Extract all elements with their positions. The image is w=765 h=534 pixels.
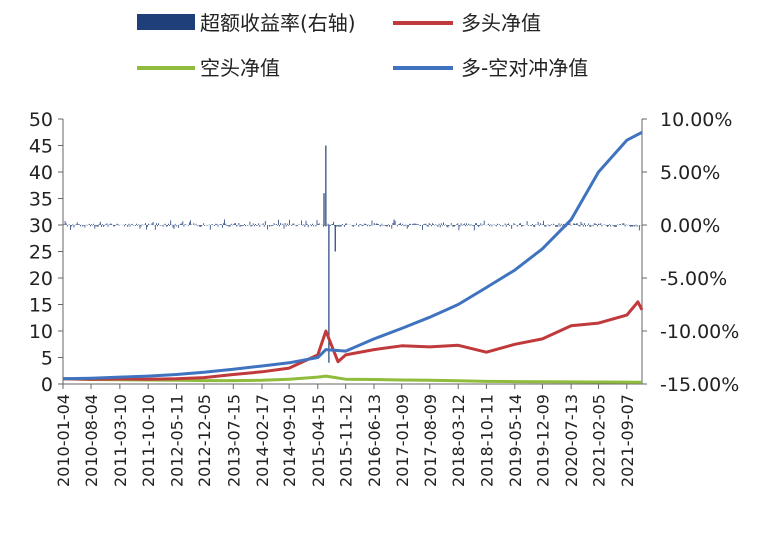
right-tick-label: -10.00% xyxy=(660,321,739,343)
legend: 超额收益率(右轴) 多头净值 空头净值 多-空对冲净值 xyxy=(137,11,588,80)
left-tick-label: 50 xyxy=(29,109,53,131)
x-tick-label: 2011-10-10 xyxy=(139,394,158,487)
x-tick-label: 2011-03-10 xyxy=(111,394,130,487)
left-tick-label: 5 xyxy=(41,348,53,370)
x-tick-label: 2018-10-11 xyxy=(477,394,496,487)
x-tick-label: 2013-07-15 xyxy=(224,394,243,487)
right-tick-label: -15.00% xyxy=(660,374,739,396)
hedge-line xyxy=(62,130,643,381)
legend-label-long: 多头净值 xyxy=(461,11,541,35)
x-tick-label: 2016-06-13 xyxy=(365,394,384,487)
x-tick-label: 2021-09-07 xyxy=(618,394,637,487)
left-tick-label: 45 xyxy=(29,136,53,158)
left-tick-label: 25 xyxy=(29,242,53,264)
left-tick-label: 40 xyxy=(29,162,53,184)
right-tick-label: -5.00% xyxy=(660,268,727,290)
long-line xyxy=(62,300,644,381)
right-tick-label: 0.00% xyxy=(660,215,720,237)
x-tick-label: 2019-05-14 xyxy=(506,394,525,487)
x-tick-label: 2012-05-11 xyxy=(167,394,186,487)
x-tick-label: 2017-01-09 xyxy=(393,394,412,487)
left-tick-label: 20 xyxy=(29,268,53,290)
x-tick-label: 2012-12-05 xyxy=(195,394,214,487)
x-tick-label: 2015-04-15 xyxy=(309,394,328,487)
legend-label-hedge: 多-空对冲净值 xyxy=(461,56,588,80)
right-tick-label: 5.00% xyxy=(660,162,720,184)
x-tick-label: 2017-08-09 xyxy=(421,394,440,487)
x-tick-label: 2010-08-04 xyxy=(82,394,101,487)
left-tick-label: 15 xyxy=(29,295,53,317)
excess-noise-bars xyxy=(63,219,641,231)
legend-label-excess: 超额收益率(右轴) xyxy=(200,11,356,35)
x-tick-label: 2010-01-04 xyxy=(54,394,73,487)
x-tick-label: 2018-03-12 xyxy=(449,394,468,487)
x-tick-label: 2020-07-13 xyxy=(562,394,581,487)
left-tick-label: 0 xyxy=(41,374,53,396)
legend-label-short: 空头净值 xyxy=(200,56,280,80)
right-tick-label: 10.00% xyxy=(660,109,732,131)
series-lines xyxy=(62,130,644,384)
left-tick-label: 30 xyxy=(29,215,53,237)
right-axis-ticks: -15.00% -10.00% -5.00% 0.00% 5.00% 10.00% xyxy=(642,109,739,396)
x-tick-label: 2019-12-09 xyxy=(533,394,552,487)
left-tick-label: 35 xyxy=(29,189,53,211)
left-axis-ticks: 0 5 10 15 20 25 30 35 40 45 50 xyxy=(29,109,63,396)
x-tick-label: 2021-02-05 xyxy=(589,394,608,487)
x-tick-label: 2014-02-17 xyxy=(253,394,272,487)
excess-return-bars xyxy=(63,145,641,363)
x-tick-label: 2014-09-10 xyxy=(280,394,299,487)
left-tick-label: 10 xyxy=(29,321,53,343)
x-tick-label: 2015-11-12 xyxy=(337,394,356,487)
x-axis-ticks: 2010-01-04 2010-08-04 2011-03-10 2011-10-10… xyxy=(54,384,637,487)
legend-swatch-excess xyxy=(137,14,195,30)
